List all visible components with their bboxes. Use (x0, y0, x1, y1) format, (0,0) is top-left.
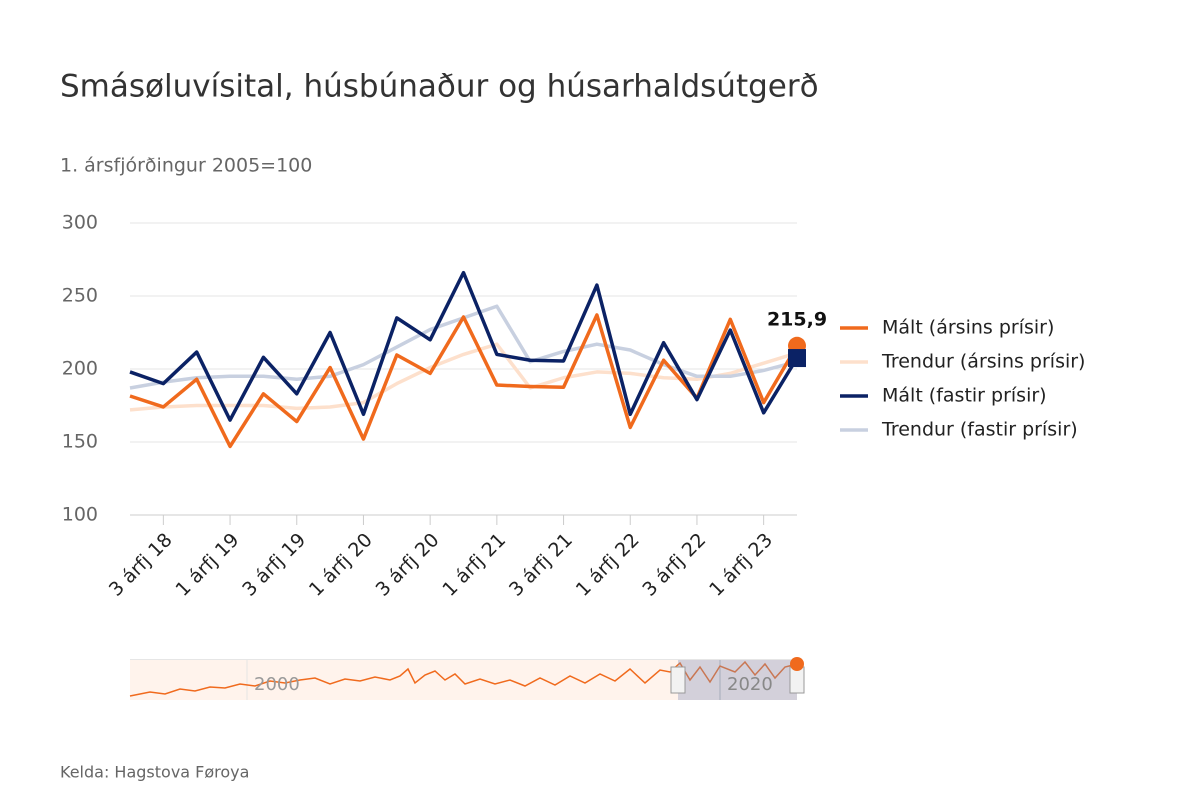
legend-item[interactable]: Mált (ársins prísir) (840, 317, 1054, 339)
chart-subtitle: 1. ársfjórðingur 2005=100 (60, 155, 312, 177)
y-tick-label: 300 (62, 212, 98, 234)
x-tick-label: 3 árfj 19 (238, 529, 310, 601)
x-tick-label: 1 árfj 23 (705, 529, 777, 601)
navigator-label: 2020 (727, 674, 773, 695)
navigator-handle[interactable] (670, 666, 686, 694)
navigator-bg (130, 660, 797, 700)
x-tick-label: 3 árfj 21 (505, 529, 577, 601)
x-tick-label: 1 árfj 22 (572, 529, 644, 601)
series-line (129, 270, 799, 422)
y-tick-label: 100 (62, 504, 98, 526)
x-tick-label: 3 árfj 20 (372, 529, 444, 601)
navigator-series (129, 660, 798, 697)
y-tick-label: 200 (62, 358, 98, 380)
chart-title: Smásøluvísital, húsbúnaður og húsarhalds… (60, 69, 819, 105)
data-label: 215,9 (767, 308, 827, 330)
x-tick-label: 3 árfj 18 (105, 529, 177, 601)
legend-label: Trendur (fastir prísir) (881, 419, 1078, 441)
legend-label: Mált (fastir prísir) (882, 385, 1047, 407)
navigator-mask (678, 660, 797, 700)
point-marker (788, 349, 806, 368)
legend-label: Mált (ársins prísir) (882, 317, 1054, 339)
legend-item[interactable]: Trendur (fastir prísir) (840, 419, 1078, 441)
x-tick-label: 1 árfj 21 (438, 529, 510, 601)
navigator-label: 2000 (254, 674, 300, 695)
x-tick-label: 1 árfj 19 (172, 529, 244, 601)
legend-item[interactable]: Trendur (ársins prísir) (840, 351, 1085, 373)
legend-label: Trendur (ársins prísir) (881, 351, 1085, 373)
navigator-marker (790, 657, 804, 671)
navigator[interactable]: 2000 2020 (129, 657, 805, 700)
y-tick-label: 150 (62, 431, 98, 453)
legend-item[interactable]: Mált (fastir prísir) (840, 385, 1047, 407)
series-line (129, 313, 799, 449)
y-tick-label: 250 (62, 285, 98, 307)
x-tick-label: 1 árfj 20 (305, 529, 377, 601)
source: Kelda: Hagstova Føroya (60, 763, 249, 782)
x-tick-label: 3 árfj 22 (638, 529, 710, 601)
